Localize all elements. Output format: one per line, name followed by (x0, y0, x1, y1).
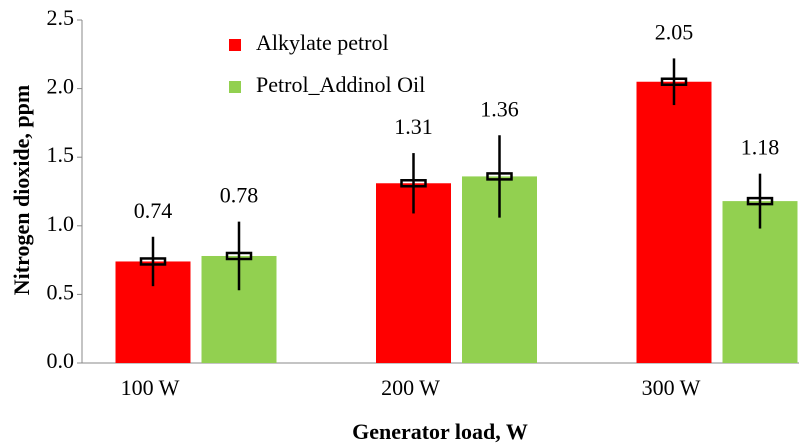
x-tick-label: 300 W (642, 375, 701, 400)
mean-marker (486, 172, 513, 181)
y-tick-label: 0.5 (47, 279, 75, 304)
y-tick-label: 1.0 (47, 211, 75, 236)
data-label: 2.05 (655, 19, 694, 44)
x-tick-label: 200 W (381, 375, 440, 400)
y-tick-label: 2.0 (47, 74, 75, 99)
y-axis-title: Nitrogen dioxide, ppm (9, 85, 34, 295)
data-label: 1.31 (394, 114, 433, 139)
x-tick-label: 100 W (121, 375, 180, 400)
y-tick-label: 0.0 (47, 348, 75, 373)
mean-marker (400, 179, 427, 188)
bar (636, 81, 712, 364)
mean-marker (225, 251, 253, 261)
legend-swatch (229, 39, 241, 51)
data-label: 0.78 (220, 183, 259, 208)
mean-marker (139, 257, 167, 266)
legend-label: Alkylate petrol (256, 30, 389, 55)
y-tick-label: 2.5 (47, 5, 75, 30)
data-label: 1.18 (741, 135, 780, 160)
x-axis-title: Generator load, W (352, 419, 528, 444)
mean-marker (746, 196, 774, 206)
data-label: 0.74 (134, 198, 173, 223)
y-tick-label: 1.5 (47, 142, 75, 167)
legend-swatch (229, 81, 241, 93)
mean-marker (660, 77, 688, 86)
data-label: 1.36 (480, 96, 519, 121)
legend-label: Petrol_Addinol Oil (256, 72, 425, 97)
